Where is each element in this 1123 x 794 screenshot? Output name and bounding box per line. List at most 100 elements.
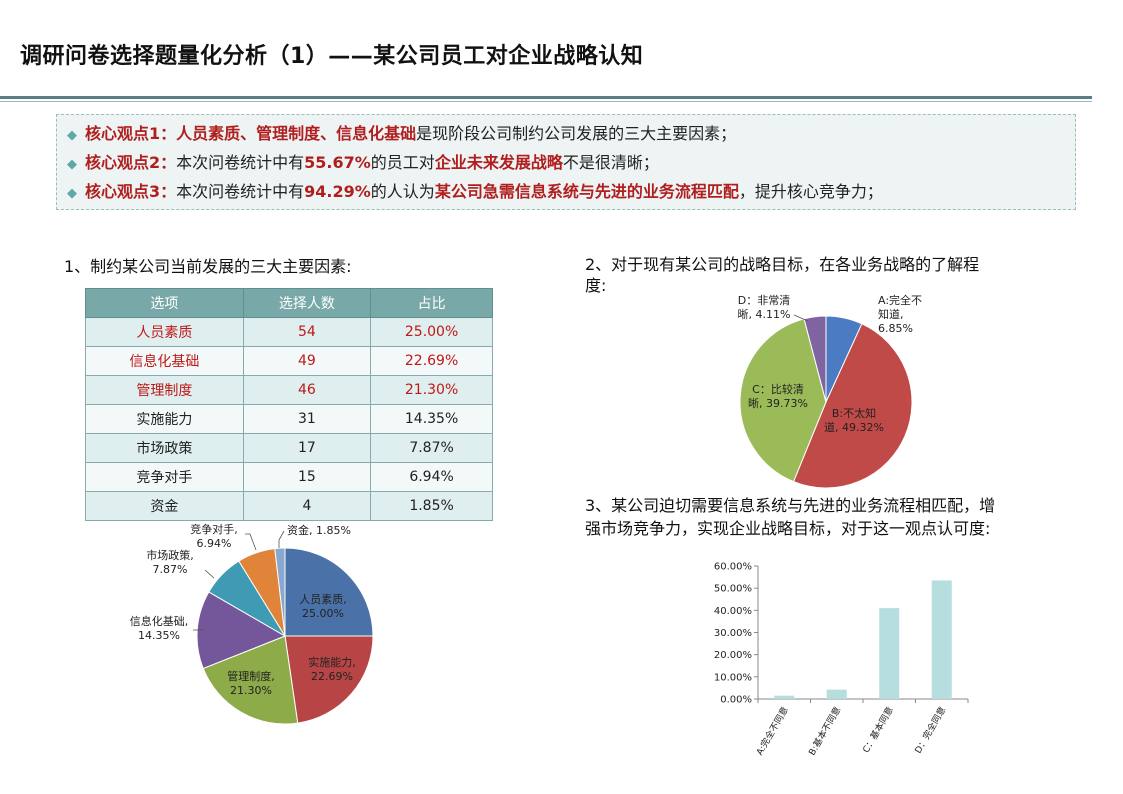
key-point-label: 核心观点2：	[85, 153, 177, 172]
table-cell: 实施能力	[85, 404, 244, 434]
y-tick-label: 40.00%	[714, 606, 752, 617]
pie-label-line: 14.35%	[138, 629, 180, 642]
table-row: 管理制度 46 21.30%	[85, 375, 493, 405]
pie-label-line: 信息化基础,	[130, 614, 189, 628]
section1-heading: 1、制约某公司当前发展的三大主要因素:	[64, 257, 352, 276]
table-cell: 7.87%	[370, 433, 493, 463]
table-cell: 市场政策	[85, 433, 244, 463]
bar	[879, 608, 900, 699]
key-point-text: ，提升核心竞争力；	[738, 182, 883, 201]
key-point-text: 本次问卷统计中有	[176, 182, 305, 201]
pie-label-line: D：非常清	[738, 294, 790, 307]
table-cell: 竞争对手	[85, 462, 244, 492]
page-title: 调研问卷选择题量化分析（1）——某公司员工对企业战略认知	[20, 44, 644, 69]
key-point-percent: 94.29%	[304, 182, 371, 201]
title-rule	[0, 96, 1092, 99]
key-points-box: ◆ 核心观点1：人员素质、管理制度、信息化基础是现阶段公司制约公司发展的三大主要因…	[56, 114, 1076, 210]
bar	[774, 695, 795, 699]
pie-slice	[284, 547, 374, 637]
pie-label-line: 竞争对手,	[190, 522, 238, 536]
leader-line	[793, 314, 809, 322]
pie-label-line: 6.85%	[878, 322, 913, 335]
key-point-text: 的人认为	[370, 182, 435, 201]
table-cell: 15	[242, 462, 372, 492]
bar	[826, 689, 847, 699]
table-header-cell: 选项	[85, 288, 244, 318]
pie-label-line: 资金, 1.85%	[287, 523, 351, 537]
leader-line	[278, 530, 285, 548]
pie-label-line: 道, 49.32%	[824, 420, 884, 434]
section3-heading-line: 强市场竞争力，实现企业战略目标，对于这一观点认可度:	[585, 519, 991, 538]
key-point-highlight: 某公司急需信息系统与先进的业务流程匹配	[434, 182, 739, 201]
table-cell: 21.30%	[370, 375, 493, 405]
factors-table: 选项 选择人数 占比 人员素质 54 25.00% 信息化基础 49 22.69% 管理制度 46…	[85, 288, 493, 521]
table-cell: 49	[242, 346, 372, 376]
key-point-label: 核心观点3：	[85, 182, 177, 201]
section3-heading: 3、某公司迫切需要信息系统与先进的业务流程相匹配，增 强市场竞争力，实现企业战略…	[585, 494, 1075, 540]
strategy-awareness-pie-chart: A:完全不知道, 6.85% B:不太知道, 49.32% C：比较清晰, 39.73…	[738, 293, 922, 489]
x-tick-label: B:基本不同意	[806, 705, 844, 758]
key-point-3: ◆ 核心观点3：本次问卷统计中有94.29%的人认为某公司急需信息系统与先进的业务…	[67, 177, 1075, 206]
pie-label-line: 管理制度,	[227, 669, 275, 683]
pie-label-line: A:完全不	[878, 293, 922, 307]
factors-pie-chart: 人员素质, 25.00% 实施能力, 22.69% 管理制度, 21.30% 信息化基础, 1…	[130, 522, 374, 725]
x-tick-label: A:完全不同意	[753, 705, 790, 758]
pie-slice	[803, 315, 827, 403]
pie-slice-label: B:不太知道, 49.32%	[824, 406, 884, 434]
table-cell: 1.85%	[370, 491, 493, 521]
pie-slice-label: 实施能力, 22.69%	[308, 655, 356, 683]
table-row: 人员素质 54 25.00%	[85, 317, 493, 347]
key-point-text: 的员工对	[370, 153, 435, 172]
table-cell: 人员素质	[85, 317, 244, 347]
pie-label-line: 知道,	[878, 307, 904, 321]
y-tick-label: 20.00%	[714, 650, 752, 661]
diamond-bullet-icon: ◆	[67, 157, 77, 172]
pie-slice-label: 资金, 1.85%	[287, 523, 351, 537]
section3-heading-line: 3、某公司迫切需要信息系统与先进的业务流程相匹配，增	[585, 496, 996, 515]
table-row: 竞争对手 15 6.94%	[85, 462, 493, 492]
key-point-text: 本次问卷统计中有	[176, 153, 305, 172]
table-cell: 31	[242, 404, 372, 434]
table-cell: 14.35%	[370, 404, 493, 434]
table-header-cell: 选择人数	[242, 288, 372, 318]
pie-label-line: 25.00%	[302, 607, 344, 620]
key-point-text: 是现阶段公司制约公司发展的三大主要因素；	[416, 124, 737, 143]
table-cell: 资金	[85, 491, 244, 521]
pie-slice-label: 市场政策, 7.87%	[146, 548, 194, 576]
title-rule-thin	[0, 101, 1092, 102]
y-tick-label: 0.00%	[720, 695, 752, 706]
pie-slice	[284, 635, 374, 724]
x-tick-label: C：基本同意	[860, 705, 896, 755]
pie-label-line: 市场政策,	[146, 548, 194, 562]
pie-slice-label: A:完全不知道, 6.85%	[878, 293, 922, 335]
pie-slice	[739, 318, 827, 483]
pie-slice-label: 人员素质, 25.00%	[299, 593, 347, 620]
pie-label-line: 人员素质,	[299, 593, 347, 606]
pie-slice-label: 信息化基础, 14.35%	[130, 614, 189, 642]
key-point-text: 不是很清晰；	[562, 153, 659, 172]
pie-label-line: C：比较清	[752, 382, 804, 396]
table-row: 信息化基础 49 22.69%	[85, 346, 493, 376]
agreement-bar-chart: 0.00% 10.00% 20.00% 30.00% 40.00% 50.00% 60.00…	[714, 562, 969, 758]
table-row: 市场政策 17 7.87%	[85, 433, 493, 463]
x-tick-label: D：完全同意	[912, 705, 948, 756]
key-point-1: ◆ 核心观点1：人员素质、管理制度、信息化基础是现阶段公司制约公司发展的三大主要因…	[67, 119, 1075, 148]
key-point-highlight: 人员素质、管理制度、信息化基础	[176, 124, 417, 143]
pie-slice	[792, 323, 913, 489]
key-point-highlight: 企业未来发展战略	[434, 153, 563, 172]
leader-line	[204, 569, 215, 579]
leader-line	[245, 533, 257, 551]
y-tick-label: 60.00%	[714, 562, 752, 573]
pie-slice	[274, 547, 286, 637]
table-cell: 信息化基础	[85, 346, 244, 376]
pie-label-line: 实施能力,	[308, 655, 356, 669]
table-cell: 22.69%	[370, 346, 493, 376]
table-row: 资金 4 1.85%	[85, 491, 493, 521]
pie-label-line: 7.87%	[153, 563, 188, 576]
table-cell: 管理制度	[85, 375, 244, 405]
key-point-percent: 55.67%	[304, 153, 371, 172]
section2-heading-line: 度:	[585, 276, 607, 295]
table-cell: 46	[242, 375, 372, 405]
diamond-bullet-icon: ◆	[67, 186, 77, 201]
y-tick-label: 50.00%	[714, 584, 752, 595]
